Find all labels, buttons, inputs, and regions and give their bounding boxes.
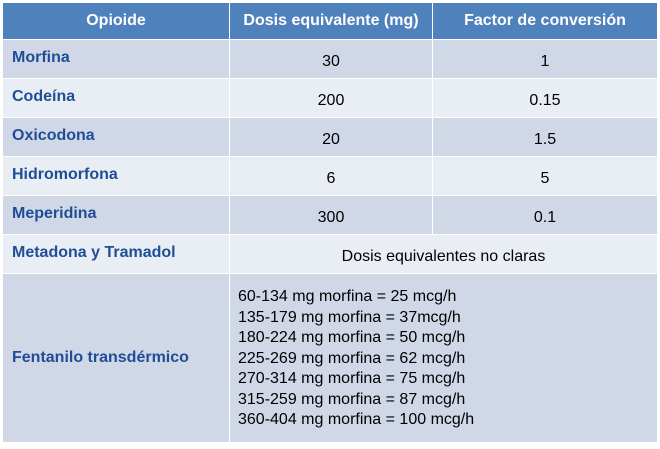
table-row-metadona: Metadona y Tramadol Dosis equivalentes n… xyxy=(2,234,658,274)
opioid-name: Oxicodona xyxy=(2,117,230,157)
dose-value: 20 xyxy=(229,117,433,157)
opioid-name: Metadona y Tramadol xyxy=(2,234,230,274)
fentanyl-dose-list: 60-134 mg morfina = 25 mcg/h 135-179 mg … xyxy=(229,273,658,443)
fentanyl-dose-line: 135-179 mg morfina = 37mcg/h xyxy=(238,308,461,326)
opioid-name: Codeína xyxy=(2,78,230,118)
header-row: Opioide Dosis equivalente (mg) Factor de… xyxy=(2,2,658,40)
dose-value: 6 xyxy=(229,156,433,196)
opioid-conversion-table: Opioide Dosis equivalente (mg) Factor de… xyxy=(2,2,658,443)
factor-value: 1 xyxy=(432,39,658,79)
fentanyl-dose-line: 360-404 mg morfina = 100 mcg/h xyxy=(238,411,475,429)
table-row: Codeína 200 0.15 xyxy=(2,78,658,118)
header-opioide: Opioide xyxy=(2,2,230,40)
dose-value: 30 xyxy=(229,39,433,79)
factor-value: 1.5 xyxy=(432,117,658,157)
dose-value: 200 xyxy=(229,78,433,118)
fentanyl-dose-line: 270-314 mg morfina = 75 mcg/h xyxy=(238,370,466,388)
table-row: Morfina 30 1 xyxy=(2,39,658,79)
header-dosis-equivalente: Dosis equivalente (mg) xyxy=(229,2,433,40)
header-factor-conversion: Factor de conversión xyxy=(432,2,658,40)
opioid-name: Fentanilo transdérmico xyxy=(2,273,230,443)
factor-value: 0.1 xyxy=(432,195,658,235)
table-row-fentanilo: Fentanilo transdérmico 60-134 mg morfina… xyxy=(2,273,658,443)
opioid-name: Hidromorfona xyxy=(2,156,230,196)
table-row: Oxicodona 20 1.5 xyxy=(2,117,658,157)
fentanyl-dose-line: 315-259 mg morfina = 87 mcg/h xyxy=(238,390,466,408)
dose-value: 300 xyxy=(229,195,433,235)
unclear-dose-note: Dosis equivalentes no claras xyxy=(229,234,658,274)
table-row: Hidromorfona 6 5 xyxy=(2,156,658,196)
fentanyl-dose-line: 60-134 mg morfina = 25 mcg/h xyxy=(238,288,457,306)
opioid-name: Morfina xyxy=(2,39,230,79)
opioid-name: Meperidina xyxy=(2,195,230,235)
factor-value: 0.15 xyxy=(432,78,658,118)
table-row: Meperidina 300 0.1 xyxy=(2,195,658,235)
fentanyl-dose-line: 180-224 mg morfina = 50 mcg/h xyxy=(238,329,466,347)
factor-value: 5 xyxy=(432,156,658,196)
fentanyl-dose-line: 225-269 mg morfina = 62 mcg/h xyxy=(238,349,466,367)
